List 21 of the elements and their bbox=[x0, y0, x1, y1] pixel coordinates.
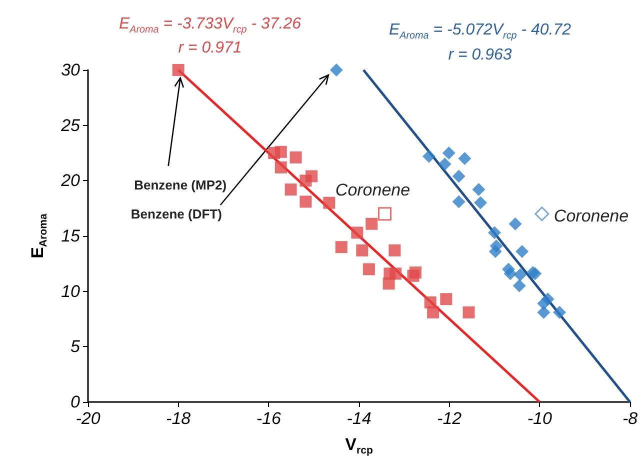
y-tick-label: 20 bbox=[60, 171, 81, 190]
x-tick-label: -16 bbox=[256, 409, 282, 428]
y-axis-title: EAroma bbox=[28, 214, 50, 258]
y-tick-label: 5 bbox=[70, 337, 81, 356]
x-tick-label: -8 bbox=[622, 409, 638, 428]
annotation: Benzene (DFT) bbox=[130, 206, 222, 222]
y-tick-label: 10 bbox=[61, 282, 81, 301]
annotation: Coronene bbox=[335, 180, 410, 200]
x-tick-label: -10 bbox=[527, 409, 552, 428]
y-tick-label: 15 bbox=[61, 226, 81, 246]
y-tick-label: 0 bbox=[70, 392, 81, 412]
x-tick-label: -14 bbox=[346, 409, 372, 428]
x-tick-label: -20 bbox=[76, 409, 101, 428]
x-tick-label: -12 bbox=[437, 409, 462, 428]
annotation: Benzene (MP2) bbox=[134, 178, 227, 192]
annotation: Coronene bbox=[554, 206, 629, 226]
text: r = 0.963 bbox=[448, 46, 512, 64]
y-tick-label: 30 bbox=[61, 60, 81, 80]
y-tick-label: 25 bbox=[60, 116, 81, 135]
text: r = 0.971 bbox=[178, 40, 242, 56]
x-tick-label: -18 bbox=[166, 409, 192, 428]
